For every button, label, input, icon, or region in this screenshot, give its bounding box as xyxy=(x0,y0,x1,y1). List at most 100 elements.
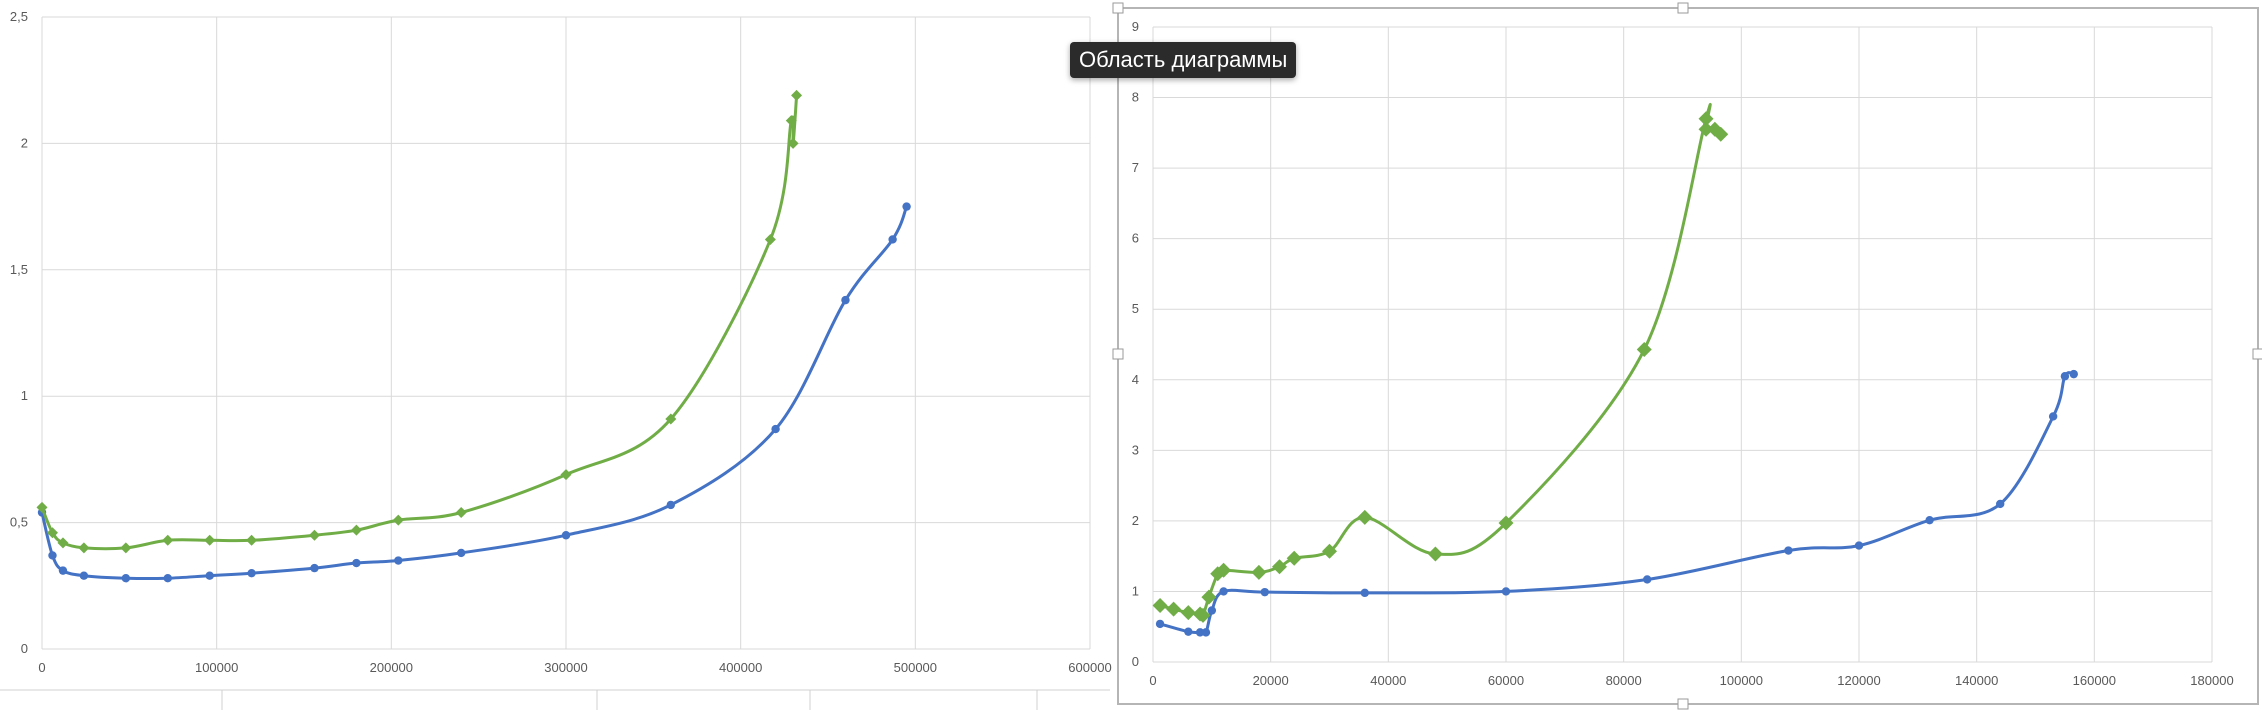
data-point-diamond[interactable] xyxy=(1322,543,1337,559)
data-point-diamond[interactable] xyxy=(36,501,48,513)
data-point-diamond[interactable] xyxy=(1180,605,1196,621)
right-chart-frame[interactable] xyxy=(1112,2,2262,710)
data-point-diamond[interactable] xyxy=(1498,515,1514,531)
resize-handle-bottom[interactable] xyxy=(1677,698,1689,710)
x-tick-label: 20000 xyxy=(1253,673,1289,688)
left-chart[interactable]: 0 100000 200000 300000 400000 500000 600000 0 0,… xyxy=(10,9,1112,675)
data-point-circle[interactable] xyxy=(1501,587,1511,596)
y-tick-label: 2 xyxy=(21,135,28,150)
right-chart[interactable]: 0 20000 40000 60000 80000 100000 120000 140000 1… xyxy=(1132,19,2234,688)
data-point-diamond[interactable] xyxy=(162,534,174,546)
data-point-diamond[interactable] xyxy=(350,524,362,536)
data-point-circle[interactable] xyxy=(841,295,850,305)
data-point-diamond[interactable] xyxy=(764,233,776,245)
data-point-diamond[interactable] xyxy=(57,537,69,549)
data-point-diamond[interactable] xyxy=(392,514,404,526)
data-point-circle[interactable] xyxy=(2048,412,2058,421)
y-tick-label: 7 xyxy=(1132,160,1139,175)
data-point-diamond[interactable] xyxy=(1636,341,1652,357)
x-tick-label: 180000 xyxy=(2190,673,2233,688)
data-point-diamond[interactable] xyxy=(1357,509,1373,525)
data-point-circle[interactable] xyxy=(902,202,911,211)
data-point-circle[interactable] xyxy=(352,558,361,568)
data-point-diamond[interactable] xyxy=(455,506,467,518)
data-point-diamond[interactable] xyxy=(204,534,216,546)
data-point-diamond[interactable] xyxy=(1251,564,1267,580)
data-point-diamond[interactable] xyxy=(1271,559,1287,575)
data-point-diamond[interactable] xyxy=(1201,589,1217,605)
data-point-circle[interactable] xyxy=(394,556,403,565)
data-point-circle[interactable] xyxy=(2069,369,2078,379)
data-point-circle[interactable] xyxy=(1854,541,1864,550)
y-tick-label: 3 xyxy=(1132,442,1139,457)
data-point-diamond[interactable] xyxy=(560,469,572,481)
data-point-circle[interactable] xyxy=(310,563,319,573)
series-line-green[interactable] xyxy=(40,93,799,551)
data-point-circle[interactable] xyxy=(1643,575,1652,584)
sheet-gridlines xyxy=(0,689,1110,710)
data-point-circle[interactable] xyxy=(79,571,89,580)
data-point-diamond[interactable] xyxy=(665,413,677,425)
data-point-diamond[interactable] xyxy=(1698,111,1714,127)
data-point-circle[interactable] xyxy=(457,548,466,558)
data-point-circle[interactable] xyxy=(1219,587,1228,596)
data-point-diamond[interactable] xyxy=(791,89,803,101)
data-point-circle[interactable] xyxy=(163,574,172,583)
data-point-circle[interactable] xyxy=(1360,588,1370,598)
chart-area-tooltip: Область диаграммы xyxy=(1070,42,1297,78)
data-point-circle[interactable] xyxy=(1155,619,1165,629)
x-tick-label: 500000 xyxy=(894,660,937,675)
data-point-diamond[interactable] xyxy=(46,527,58,539)
data-point-circle[interactable] xyxy=(48,551,57,560)
data-point-circle[interactable] xyxy=(58,566,68,575)
y-tick-label: 9 xyxy=(1132,19,1139,34)
data-point-diamond[interactable] xyxy=(120,542,132,554)
data-point-circle[interactable] xyxy=(1207,606,1217,615)
data-point-diamond[interactable] xyxy=(787,137,799,149)
resize-handle-top[interactable] xyxy=(1677,2,1689,14)
data-point-diamond[interactable] xyxy=(1286,550,1302,566)
data-point-circle[interactable] xyxy=(666,500,675,510)
data-point-diamond[interactable] xyxy=(246,534,258,546)
data-point-circle[interactable] xyxy=(121,574,131,583)
resize-handle-right[interactable] xyxy=(2252,348,2262,360)
resize-handle-top-left[interactable] xyxy=(1112,2,1124,14)
data-point-diamond[interactable] xyxy=(78,542,90,554)
data-point-diamond[interactable] xyxy=(308,529,320,541)
data-point-diamond[interactable] xyxy=(1152,598,1168,614)
x-tick-label: 160000 xyxy=(2073,673,2116,688)
data-point-circle[interactable] xyxy=(1201,628,1211,637)
x-tick-label: 40000 xyxy=(1370,673,1406,688)
data-point-circle[interactable] xyxy=(1184,627,1193,636)
data-point-diamond[interactable] xyxy=(1698,121,1714,137)
data-point-circle[interactable] xyxy=(247,568,256,578)
data-point-diamond[interactable] xyxy=(1427,546,1443,562)
x-tick-label: 400000 xyxy=(719,660,762,675)
y-tick-label: 6 xyxy=(1132,231,1139,246)
data-point-circle[interactable] xyxy=(771,424,780,434)
data-point-diamond[interactable] xyxy=(785,115,797,127)
y-tick-label: 1 xyxy=(21,388,28,403)
data-point-circle[interactable] xyxy=(888,235,897,244)
data-point-circle[interactable] xyxy=(2060,372,2070,381)
data-point-circle[interactable] xyxy=(561,531,571,540)
y-tick-label: 2 xyxy=(1132,513,1139,528)
data-point-diamond[interactable] xyxy=(1166,601,1182,617)
data-point-circle[interactable] xyxy=(1195,628,1205,637)
y-tick-label: 1 xyxy=(1132,583,1139,598)
data-point-circle[interactable] xyxy=(1260,587,1269,597)
data-point-circle[interactable] xyxy=(1996,499,2005,509)
data-point-diamond[interactable] xyxy=(1195,607,1211,623)
x-tick-label: 140000 xyxy=(1955,673,1998,688)
data-point-circle[interactable] xyxy=(205,571,214,580)
x-tick-label: 200000 xyxy=(370,660,413,675)
series-line-blue[interactable] xyxy=(1158,371,2076,636)
data-point-diamond[interactable] xyxy=(1713,126,1729,142)
x-tick-label: 120000 xyxy=(1837,673,1880,688)
data-point-circle[interactable] xyxy=(1925,515,1934,525)
series-line-green[interactable] xyxy=(1158,102,1723,618)
data-point-circle[interactable] xyxy=(1784,546,1793,555)
resize-handle-left[interactable] xyxy=(1112,348,1124,360)
data-point-diamond[interactable] xyxy=(1216,562,1232,578)
